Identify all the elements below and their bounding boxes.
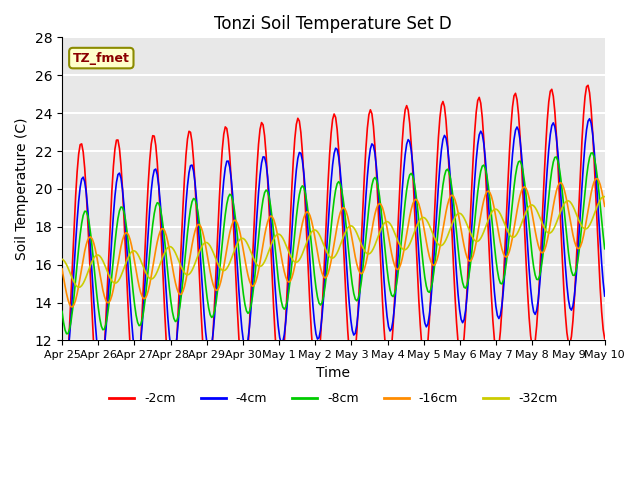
-16cm [297, 228, 305, 234]
-4cm [586, 116, 593, 121]
-16cm [126, 237, 134, 242]
-16cm [58, 266, 66, 272]
-32cm [297, 254, 305, 260]
-4cm [249, 284, 257, 290]
-32cm [221, 267, 229, 273]
-2cm [221, 124, 229, 130]
-8cm [221, 212, 229, 217]
Line: -8cm: -8cm [62, 153, 605, 334]
X-axis label: Time: Time [316, 366, 350, 380]
-16cm [593, 176, 601, 181]
-4cm [601, 293, 609, 299]
-4cm [297, 150, 305, 156]
-2cm [601, 336, 609, 342]
-16cm [572, 243, 580, 249]
-16cm [239, 248, 247, 254]
-2cm [572, 266, 580, 272]
-32cm [75, 285, 83, 290]
Line: -4cm: -4cm [62, 119, 605, 368]
-2cm [584, 83, 592, 88]
-16cm [249, 283, 257, 289]
-2cm [58, 398, 66, 404]
-4cm [572, 276, 580, 282]
-32cm [126, 251, 134, 257]
-2cm [60, 399, 67, 405]
-8cm [601, 246, 609, 252]
-8cm [589, 150, 596, 156]
Y-axis label: Soil Temperature (C): Soil Temperature (C) [15, 118, 29, 260]
-8cm [239, 291, 247, 297]
-8cm [572, 268, 580, 274]
-16cm [601, 204, 609, 209]
-8cm [126, 258, 134, 264]
-4cm [61, 365, 69, 371]
-32cm [601, 194, 609, 200]
-32cm [58, 256, 66, 262]
Text: TZ_fmet: TZ_fmet [73, 51, 130, 65]
Line: -16cm: -16cm [62, 179, 605, 307]
-4cm [221, 165, 229, 171]
-2cm [249, 258, 257, 264]
-16cm [68, 304, 76, 310]
-2cm [239, 379, 247, 384]
Legend: -2cm, -4cm, -8cm, -16cm, -32cm: -2cm, -4cm, -8cm, -16cm, -32cm [104, 387, 563, 410]
Title: Tonzi Soil Temperature Set D: Tonzi Soil Temperature Set D [214, 15, 452, 33]
-4cm [239, 338, 247, 344]
-8cm [297, 185, 305, 191]
-32cm [249, 253, 257, 259]
-16cm [221, 255, 229, 261]
-32cm [572, 210, 580, 216]
-32cm [239, 236, 247, 241]
-2cm [126, 343, 134, 348]
Line: -32cm: -32cm [62, 197, 605, 288]
-8cm [58, 309, 66, 314]
-2cm [297, 130, 305, 135]
Line: -2cm: -2cm [62, 85, 605, 402]
-8cm [249, 294, 257, 300]
-4cm [58, 356, 66, 361]
-8cm [63, 331, 70, 336]
-4cm [126, 296, 134, 301]
